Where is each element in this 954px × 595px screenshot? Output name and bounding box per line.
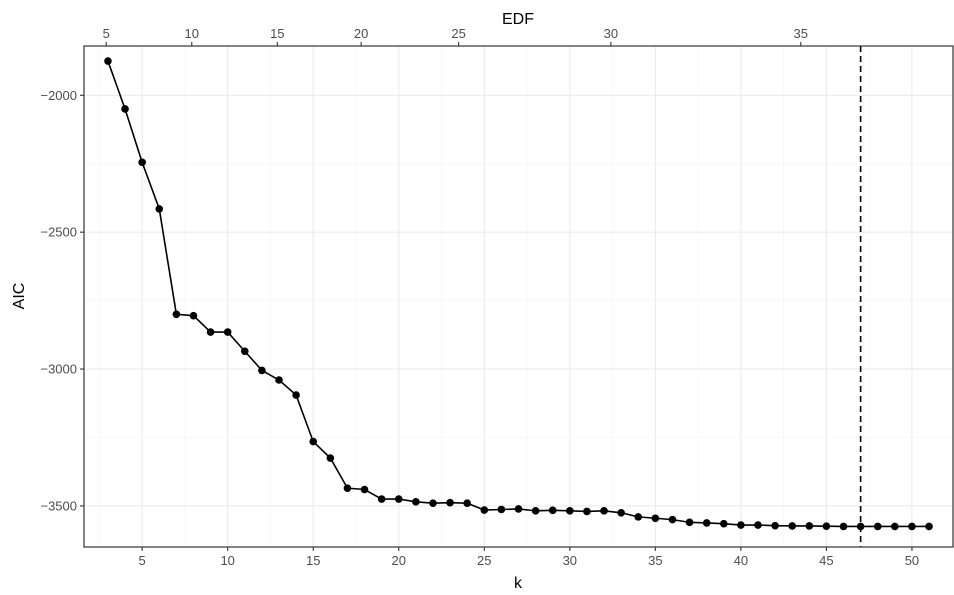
data-point xyxy=(292,391,300,399)
data-point xyxy=(258,366,266,375)
x-tick-label: 15 xyxy=(306,553,320,568)
y-tick-label: −2500 xyxy=(40,225,77,240)
top-axis-title: EDF xyxy=(502,11,534,28)
data-point xyxy=(412,498,420,506)
data-point xyxy=(172,310,181,319)
x-tick-label: 45 xyxy=(819,553,833,568)
data-point xyxy=(685,518,694,527)
data-point xyxy=(788,522,797,530)
data-point xyxy=(480,506,489,514)
top-tick-label: 10 xyxy=(185,26,199,41)
x-axis-ticks: 5 10 15 20 25 30 35 40 45 50 xyxy=(139,547,919,568)
plot-panel xyxy=(84,46,953,547)
data-point xyxy=(377,495,386,503)
data-point xyxy=(719,519,728,528)
x-tick-label: 40 xyxy=(734,553,748,568)
data-point xyxy=(155,205,164,213)
data-point xyxy=(805,522,814,530)
y-tick-label: −3000 xyxy=(40,362,77,377)
data-point xyxy=(275,376,283,384)
data-point xyxy=(548,506,557,515)
y-axis-ticks: −2000 −2500 −3000 −3500 xyxy=(40,88,84,513)
data-point xyxy=(309,437,318,446)
data-point xyxy=(326,454,335,462)
data-point xyxy=(617,508,625,517)
data-point xyxy=(856,522,865,531)
data-point xyxy=(223,328,232,336)
x-tick-label: 5 xyxy=(139,553,146,568)
x-tick-label: 50 xyxy=(905,553,919,568)
data-point xyxy=(514,505,523,513)
plot-border xyxy=(83,45,954,548)
data-point xyxy=(754,521,762,529)
data-point xyxy=(737,521,745,529)
data-point xyxy=(600,507,608,515)
data-point xyxy=(121,105,129,113)
major-gridlines xyxy=(84,46,953,547)
data-point xyxy=(891,522,899,531)
data-point xyxy=(771,521,779,530)
data-point xyxy=(908,522,916,531)
top-tick-label: 30 xyxy=(604,26,618,41)
top-tick-label: 5 xyxy=(103,26,110,41)
data-point xyxy=(531,507,540,515)
top-tick-label: 25 xyxy=(451,26,465,41)
data-point xyxy=(240,347,249,356)
data-point xyxy=(104,57,112,65)
data-point xyxy=(360,485,369,494)
data-point xyxy=(429,499,437,507)
data-point xyxy=(925,522,933,531)
top-axis-ticks: 5 10 15 20 25 30 35 xyxy=(103,26,808,46)
data-point xyxy=(583,507,591,516)
data-point xyxy=(839,522,848,531)
x-axis-title: k xyxy=(514,575,523,592)
data-point xyxy=(343,484,352,492)
y-tick-label: −2000 xyxy=(40,88,77,103)
data-point xyxy=(702,519,711,527)
data-point xyxy=(497,505,506,514)
minor-gridlines xyxy=(84,46,953,547)
data-point xyxy=(822,522,831,530)
data-point xyxy=(446,498,454,507)
data-point xyxy=(394,495,403,503)
data-point xyxy=(873,522,882,531)
y-axis-title: AIC xyxy=(11,283,28,310)
data-point xyxy=(138,158,146,167)
y-tick-label: −3500 xyxy=(40,498,77,513)
data-points xyxy=(104,57,933,531)
x-tick-label: 35 xyxy=(648,553,662,568)
x-tick-label: 10 xyxy=(220,553,234,568)
data-point xyxy=(651,514,660,523)
top-tick-label: 20 xyxy=(354,26,368,41)
data-point xyxy=(463,499,471,507)
data-point xyxy=(668,515,677,524)
x-tick-label: 20 xyxy=(392,553,406,568)
top-tick-label: 15 xyxy=(270,26,284,41)
x-tick-label: 30 xyxy=(563,553,577,568)
data-point xyxy=(634,513,643,521)
top-tick-label: 35 xyxy=(794,26,808,41)
data-point xyxy=(189,311,198,320)
data-point xyxy=(566,507,574,515)
data-point xyxy=(206,328,215,336)
x-tick-label: 25 xyxy=(477,553,491,568)
